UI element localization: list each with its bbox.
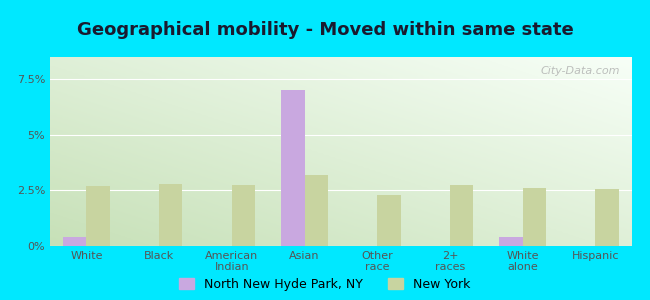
Bar <box>523 188 546 246</box>
Bar <box>63 237 86 246</box>
Legend: North New Hyde Park, NY, New York: North New Hyde Park, NY, New York <box>179 278 471 291</box>
Bar <box>377 195 400 246</box>
Bar <box>499 237 523 246</box>
Bar <box>86 186 110 246</box>
Bar <box>159 184 183 246</box>
Bar <box>281 90 305 246</box>
Bar <box>595 189 619 246</box>
Bar <box>305 175 328 246</box>
Text: City-Data.com: City-Data.com <box>541 66 620 76</box>
Bar <box>232 185 255 246</box>
Bar <box>450 185 473 246</box>
Text: Geographical mobility - Moved within same state: Geographical mobility - Moved within sam… <box>77 21 573 39</box>
